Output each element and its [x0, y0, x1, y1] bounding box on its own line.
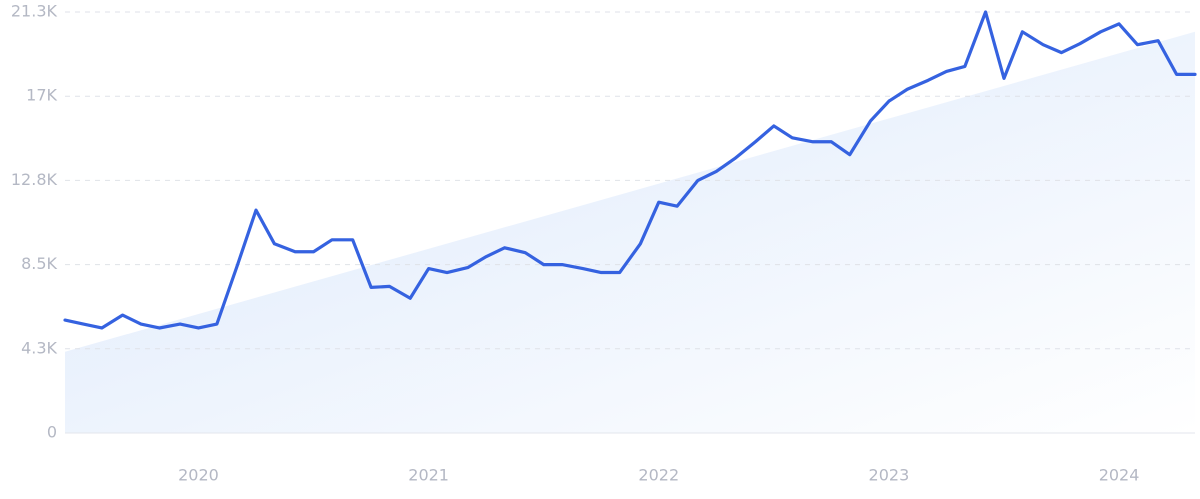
- y-tick-label: 21.3K: [11, 2, 58, 21]
- data-line: [63, 10, 1197, 330]
- y-tick-label: 12.8K: [11, 170, 58, 189]
- y-tick-label: 17K: [26, 86, 57, 105]
- x-tick-label: 2023: [869, 466, 910, 485]
- y-tick-label: 0: [47, 423, 57, 442]
- x-tick-label: 2020: [178, 466, 219, 485]
- x-tick-label: 2022: [638, 466, 679, 485]
- y-tick-label: 8.5K: [21, 254, 57, 273]
- trend-area: [65, 31, 1195, 433]
- x-tick-label: 2024: [1099, 466, 1140, 485]
- y-tick-label: 4.3K: [21, 338, 57, 357]
- x-tick-label: 2021: [408, 466, 449, 485]
